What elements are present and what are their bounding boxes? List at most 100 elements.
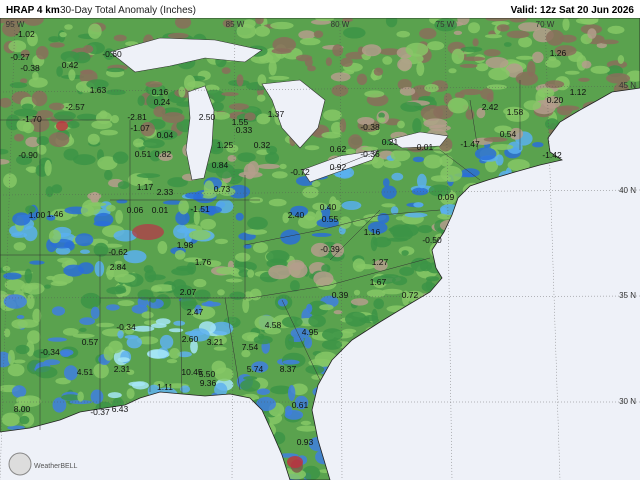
texture <box>272 171 288 178</box>
texture <box>480 88 493 99</box>
texture <box>247 269 254 277</box>
texture <box>3 266 11 272</box>
value-label: 1.46 <box>47 209 64 219</box>
texture <box>137 173 160 178</box>
texture <box>37 145 47 155</box>
value-label: 0.51 <box>135 149 152 159</box>
texture <box>448 68 456 73</box>
texture <box>258 334 264 340</box>
texture <box>60 349 74 356</box>
texture <box>421 105 443 121</box>
texture <box>67 121 80 129</box>
texture <box>37 136 50 145</box>
texture <box>468 22 480 33</box>
lon-label: 75 W <box>436 20 455 29</box>
texture <box>495 154 503 165</box>
value-label: 0.32 <box>254 140 271 150</box>
value-label: -0.34 <box>40 347 60 357</box>
texture <box>461 47 483 53</box>
texture <box>61 394 80 400</box>
value-label: -0.62 <box>108 247 128 257</box>
value-label: 1.11 <box>157 382 173 392</box>
value-label: 0.93 <box>297 437 314 447</box>
value-label: 0.09 <box>438 192 455 202</box>
texture <box>289 262 308 278</box>
texture <box>150 296 157 303</box>
texture <box>340 58 352 67</box>
texture <box>222 67 231 74</box>
texture <box>516 72 538 86</box>
texture <box>4 294 27 309</box>
texture <box>405 213 428 218</box>
value-label: 9.36 <box>200 378 217 388</box>
texture <box>142 311 154 318</box>
texture <box>44 285 51 289</box>
texture <box>91 307 100 319</box>
texture <box>215 367 234 381</box>
texture <box>371 236 378 251</box>
texture <box>175 250 186 260</box>
texture <box>226 279 243 283</box>
value-label: 0.55 <box>322 214 339 224</box>
texture <box>323 110 342 121</box>
texture <box>518 37 532 48</box>
texture <box>64 149 79 161</box>
value-label: 0.42 <box>62 60 79 70</box>
texture <box>353 258 366 271</box>
texture <box>266 250 290 263</box>
texture <box>169 328 183 332</box>
texture <box>29 77 48 87</box>
texture <box>32 91 48 107</box>
texture <box>332 85 349 97</box>
texture <box>16 396 30 404</box>
texture <box>114 35 127 42</box>
value-label: 2.47 <box>187 307 204 317</box>
value-label: 0.06 <box>127 205 144 215</box>
texture <box>27 294 35 309</box>
texture <box>397 58 412 71</box>
texture <box>237 74 244 86</box>
texture <box>268 265 291 279</box>
texture <box>412 118 421 134</box>
value-label: -1.02 <box>15 29 35 39</box>
texture <box>118 357 130 362</box>
texture <box>95 261 105 277</box>
texture <box>413 157 424 163</box>
value-label: 2.31 <box>114 364 131 374</box>
texture <box>80 250 90 254</box>
value-label: -1.51 <box>190 204 210 214</box>
lat-label: 30 N <box>619 397 636 406</box>
logo-icon <box>9 453 31 475</box>
texture <box>68 69 75 80</box>
value-label: 1.12 <box>570 87 587 97</box>
texture <box>351 298 368 305</box>
texture <box>96 112 112 124</box>
texture <box>322 340 342 350</box>
texture <box>104 170 113 180</box>
texture <box>488 68 510 81</box>
texture <box>546 30 564 46</box>
texture <box>305 145 320 150</box>
value-label: -0.50 <box>422 235 442 245</box>
texture <box>194 290 210 302</box>
texture <box>487 84 507 89</box>
texture <box>83 45 93 53</box>
texture <box>54 111 76 120</box>
texture <box>258 164 280 169</box>
texture <box>306 304 312 313</box>
value-label: 1.27 <box>372 257 389 267</box>
texture <box>17 319 38 328</box>
texture <box>235 253 250 262</box>
texture <box>305 57 313 67</box>
texture <box>400 102 421 112</box>
value-label: 0.73 <box>214 184 231 194</box>
texture <box>302 187 318 198</box>
texture <box>582 61 592 69</box>
value-label: 0.39 <box>332 290 349 300</box>
texture <box>49 103 64 111</box>
texture <box>151 286 162 292</box>
value-label: 5.74 <box>247 364 264 374</box>
texture <box>396 31 410 38</box>
texture <box>200 219 216 230</box>
value-label: 1.25 <box>217 140 234 150</box>
